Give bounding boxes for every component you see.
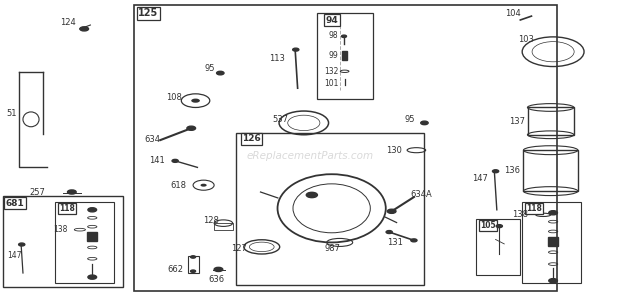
- Text: 51: 51: [7, 109, 17, 118]
- Text: 113: 113: [269, 54, 285, 63]
- Circle shape: [549, 279, 557, 283]
- Text: 128: 128: [203, 216, 219, 225]
- Circle shape: [187, 126, 195, 130]
- Circle shape: [386, 231, 392, 234]
- Circle shape: [492, 170, 498, 173]
- Circle shape: [496, 225, 502, 228]
- Text: 132: 132: [324, 67, 339, 76]
- Circle shape: [388, 209, 396, 213]
- Text: 98: 98: [329, 31, 339, 40]
- Text: 147: 147: [472, 174, 488, 183]
- Text: 634: 634: [144, 135, 160, 144]
- Text: 118: 118: [59, 204, 75, 213]
- Text: 137: 137: [509, 117, 525, 126]
- Text: 108: 108: [166, 93, 182, 102]
- Circle shape: [421, 121, 428, 125]
- Circle shape: [214, 267, 223, 271]
- Bar: [2, 196, 123, 287]
- Text: 681: 681: [6, 198, 24, 207]
- Text: 147: 147: [7, 251, 22, 260]
- Bar: [214, 223, 232, 230]
- Circle shape: [190, 270, 195, 272]
- Bar: [236, 133, 425, 285]
- Circle shape: [190, 256, 195, 258]
- Circle shape: [191, 99, 200, 103]
- Circle shape: [88, 208, 97, 212]
- Text: 99: 99: [329, 51, 339, 60]
- Circle shape: [80, 27, 89, 31]
- Circle shape: [216, 71, 224, 75]
- Bar: [476, 219, 520, 275]
- Bar: [317, 13, 373, 99]
- Text: 101: 101: [324, 79, 339, 88]
- Circle shape: [293, 48, 299, 51]
- Bar: [528, 108, 574, 135]
- Circle shape: [200, 184, 206, 187]
- Text: 103: 103: [518, 35, 534, 44]
- Text: 987: 987: [324, 244, 340, 254]
- Text: 138: 138: [53, 225, 68, 234]
- Text: 126: 126: [242, 134, 260, 143]
- Bar: [55, 202, 114, 283]
- Text: 94: 94: [326, 15, 339, 24]
- Text: 124: 124: [60, 18, 76, 27]
- Bar: [548, 238, 558, 246]
- Circle shape: [342, 35, 347, 38]
- Bar: [342, 51, 347, 60]
- Circle shape: [306, 192, 317, 198]
- Circle shape: [19, 243, 25, 246]
- Text: 138: 138: [512, 210, 528, 219]
- Text: 636: 636: [208, 275, 224, 284]
- Text: 662: 662: [167, 265, 183, 274]
- Text: 131: 131: [388, 238, 403, 247]
- Bar: [134, 5, 557, 291]
- Text: 257: 257: [30, 187, 46, 196]
- Circle shape: [549, 211, 557, 215]
- Bar: [523, 150, 578, 191]
- Text: 136: 136: [504, 166, 520, 175]
- Text: 141: 141: [149, 156, 165, 165]
- Text: 130: 130: [386, 146, 402, 155]
- Text: eReplacementParts.com: eReplacementParts.com: [246, 151, 374, 162]
- Text: 95: 95: [205, 64, 215, 73]
- Text: 105: 105: [480, 221, 496, 230]
- Text: 618: 618: [170, 181, 186, 190]
- Bar: [87, 232, 97, 241]
- Text: 95: 95: [405, 115, 415, 124]
- Circle shape: [88, 275, 97, 279]
- Bar: [188, 256, 198, 273]
- Circle shape: [68, 190, 76, 194]
- Circle shape: [172, 159, 178, 162]
- Text: 127: 127: [231, 244, 247, 253]
- Text: 125: 125: [138, 8, 158, 18]
- Circle shape: [411, 239, 417, 242]
- Text: 537: 537: [272, 115, 288, 125]
- Text: 104: 104: [505, 9, 521, 18]
- Bar: [522, 202, 581, 283]
- Text: 118: 118: [526, 204, 542, 213]
- Text: 634A: 634A: [411, 190, 433, 198]
